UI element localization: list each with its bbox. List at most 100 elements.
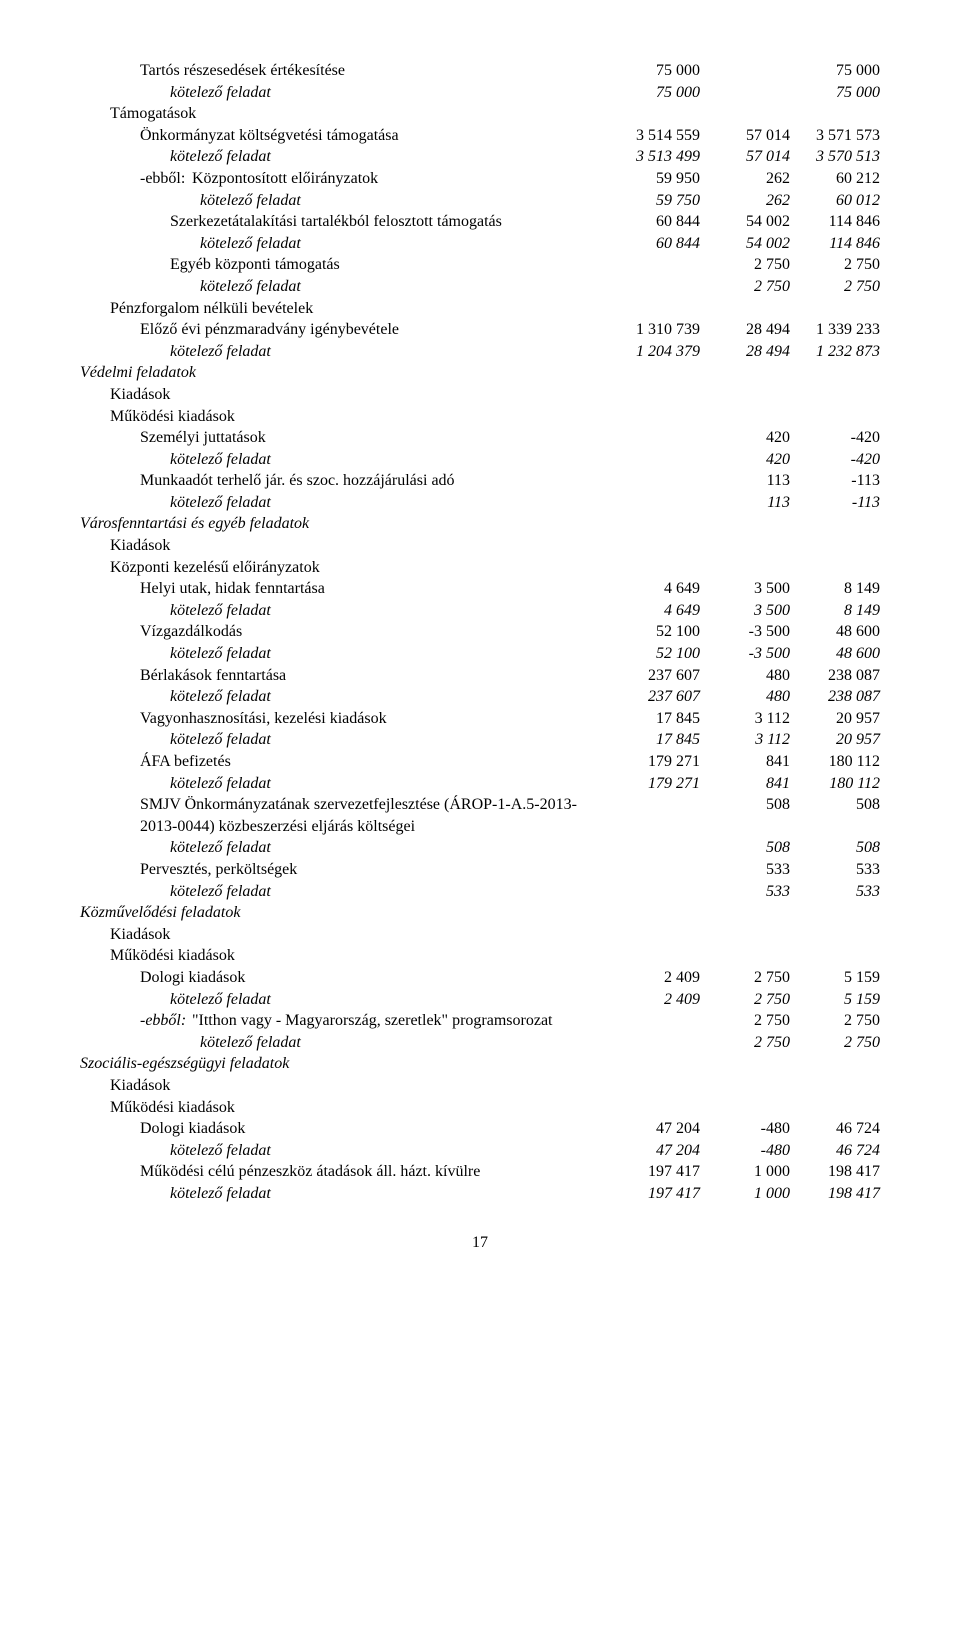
cell-c1: 52 100 bbox=[610, 643, 700, 665]
table-row: Városfenntartási és egyéb feladatok bbox=[80, 513, 880, 535]
cell-c1: 47 204 bbox=[610, 1118, 700, 1140]
cell-c1: 179 271 bbox=[610, 751, 700, 773]
cell-c3: 48 600 bbox=[790, 621, 880, 643]
cell-c3: 2 750 bbox=[790, 254, 880, 276]
cell-c1: 60 844 bbox=[610, 211, 700, 233]
row-label: Működési kiadások bbox=[80, 945, 610, 967]
table-row: kötelező feladat1 204 37928 4941 232 873 bbox=[80, 341, 880, 363]
table-row: Vagyonhasznosítási, kezelési kiadások17 … bbox=[80, 708, 880, 730]
cell-c3: 20 957 bbox=[790, 729, 880, 751]
table-row: Működési kiadások bbox=[80, 945, 880, 967]
cell-c1: 2 409 bbox=[610, 989, 700, 1011]
cell-c1: 3 513 499 bbox=[610, 146, 700, 168]
row-label: kötelező feladat bbox=[80, 1183, 610, 1205]
cell-c2: 420 bbox=[700, 427, 790, 449]
cell-c3: 3 570 513 bbox=[790, 146, 880, 168]
cell-c1: 60 844 bbox=[610, 233, 700, 255]
row-label: Támogatások bbox=[80, 103, 610, 125]
table-row: Egyéb központi támogatás2 7502 750 bbox=[80, 254, 880, 276]
page-number: 17 bbox=[80, 1234, 880, 1252]
cell-c2: 1 000 bbox=[700, 1183, 790, 1205]
table-row: Szociális-egészségügyi feladatok bbox=[80, 1053, 880, 1075]
row-label: Védelmi feladatok bbox=[80, 362, 610, 384]
cell-c3: 48 600 bbox=[790, 643, 880, 665]
cell-c3: 5 159 bbox=[790, 989, 880, 1011]
cell-c2: 841 bbox=[700, 773, 790, 795]
row-label: Önkormányzat költségvetési támogatása bbox=[80, 125, 610, 147]
cell-c2: 508 bbox=[700, 794, 790, 816]
cell-c3: 2 750 bbox=[790, 1032, 880, 1054]
row-label: kötelező feladat bbox=[80, 881, 610, 903]
table-row: Dologi kiadások2 4092 7505 159 bbox=[80, 967, 880, 989]
cell-c2: 262 bbox=[700, 168, 790, 190]
cell-c3: 114 846 bbox=[790, 233, 880, 255]
row-label: kötelező feladat bbox=[80, 190, 610, 212]
cell-c3: 8 149 bbox=[790, 600, 880, 622]
cell-c1: 4 649 bbox=[610, 600, 700, 622]
cell-c3: 2 750 bbox=[790, 276, 880, 298]
cell-c3: 8 149 bbox=[790, 578, 880, 600]
cell-c2: 113 bbox=[700, 470, 790, 492]
row-label: Munkaadót terhelő jár. és szoc. hozzájár… bbox=[80, 470, 610, 492]
table-row: Védelmi feladatok bbox=[80, 362, 880, 384]
table-row: Szerkezetátalakítási tartalékból feloszt… bbox=[80, 211, 880, 233]
row-label: Bérlakások fenntartása bbox=[80, 665, 610, 687]
cell-c3: 238 087 bbox=[790, 686, 880, 708]
table-row: Támogatások bbox=[80, 103, 880, 125]
cell-c3: 114 846 bbox=[790, 211, 880, 233]
cell-c3: 75 000 bbox=[790, 60, 880, 82]
row-label: Kiadások bbox=[80, 384, 610, 406]
cell-c3: 2 750 bbox=[790, 1010, 880, 1032]
cell-c1: 17 845 bbox=[610, 729, 700, 751]
cell-c1: 1 310 739 bbox=[610, 319, 700, 341]
row-label: Vízgazdálkodás bbox=[80, 621, 610, 643]
table-row: kötelező feladat197 4171 000198 417 bbox=[80, 1183, 880, 1205]
table-row: Előző évi pénzmaradvány igénybevétele1 3… bbox=[80, 319, 880, 341]
table-row: Helyi utak, hidak fenntartása4 6493 5008… bbox=[80, 578, 880, 600]
table-row: kötelező feladat60 84454 002114 846 bbox=[80, 233, 880, 255]
cell-c2: 3 112 bbox=[700, 708, 790, 730]
row-label: Szociális-egészségügyi feladatok bbox=[80, 1053, 610, 1075]
cell-c2: 2 750 bbox=[700, 276, 790, 298]
row-label: kötelező feladat bbox=[80, 1032, 610, 1054]
row-label: Helyi utak, hidak fenntartása bbox=[80, 578, 610, 600]
row-label: Személyi juttatások bbox=[80, 427, 610, 449]
row-label-text: Központosított előirányzatok bbox=[192, 168, 378, 190]
table-row: Munkaadót terhelő jár. és szoc. hozzájár… bbox=[80, 470, 880, 492]
cell-c2: 2 750 bbox=[700, 989, 790, 1011]
ebbol-marker: -ebből: bbox=[140, 168, 192, 190]
table-row: Kiadások bbox=[80, 384, 880, 406]
cell-c1: 17 845 bbox=[610, 708, 700, 730]
row-label: Szerkezetátalakítási tartalékból feloszt… bbox=[80, 211, 610, 233]
cell-c2: 3 500 bbox=[700, 600, 790, 622]
cell-c2: 2 750 bbox=[700, 1010, 790, 1032]
table-row: kötelező feladat52 100-3 50048 600 bbox=[80, 643, 880, 665]
table-row: kötelező feladat179 271841180 112 bbox=[80, 773, 880, 795]
cell-c2: 533 bbox=[700, 881, 790, 903]
cell-c2: 28 494 bbox=[700, 341, 790, 363]
cell-c1: 3 514 559 bbox=[610, 125, 700, 147]
cell-c1: 59 950 bbox=[610, 168, 700, 190]
row-label: kötelező feladat bbox=[80, 492, 610, 514]
row-label: kötelező feladat bbox=[80, 600, 610, 622]
table-row: kötelező feladat508508 bbox=[80, 837, 880, 859]
cell-c1: 179 271 bbox=[610, 773, 700, 795]
budget-table: Tartós részesedések értékesítése75 00075… bbox=[80, 60, 880, 1204]
cell-c2: 480 bbox=[700, 686, 790, 708]
cell-c3: 60 012 bbox=[790, 190, 880, 212]
table-row: Személyi juttatások420-420 bbox=[80, 427, 880, 449]
row-label: Kiadások bbox=[80, 535, 610, 557]
cell-c2: -480 bbox=[700, 1118, 790, 1140]
cell-c3: 533 bbox=[790, 881, 880, 903]
cell-c2: 1 000 bbox=[700, 1161, 790, 1183]
row-label: Egyéb központi támogatás bbox=[80, 254, 610, 276]
table-row: SMJV Önkormányzatának szervezetfejleszté… bbox=[80, 794, 880, 837]
cell-c2: -3 500 bbox=[700, 643, 790, 665]
row-label: Működési célú pénzeszköz átadások áll. h… bbox=[80, 1161, 610, 1183]
cell-c2: 54 002 bbox=[700, 233, 790, 255]
row-label: kötelező feladat bbox=[80, 449, 610, 471]
cell-c1: 1 204 379 bbox=[610, 341, 700, 363]
row-label-text: "Itthon vagy - Magyarország, szeretlek" … bbox=[192, 1010, 552, 1032]
table-row: Pervesztés, perköltségek533533 bbox=[80, 859, 880, 881]
cell-c1: 4 649 bbox=[610, 578, 700, 600]
